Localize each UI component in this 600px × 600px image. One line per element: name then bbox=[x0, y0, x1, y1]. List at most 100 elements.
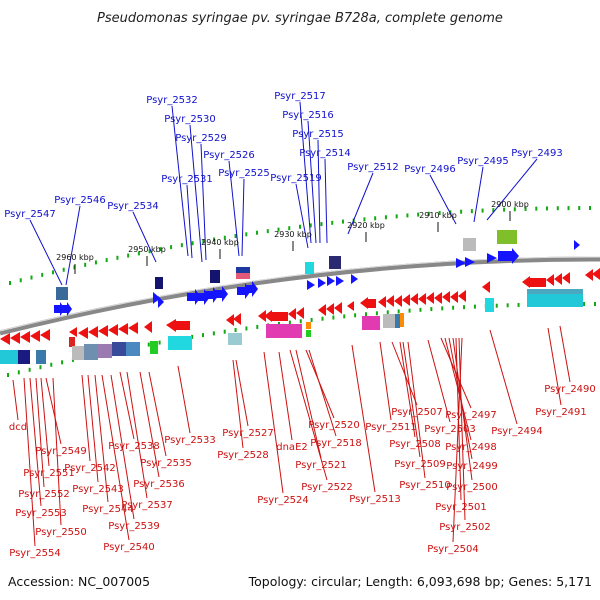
reverse-gene-arrow[interactable] bbox=[10, 332, 20, 344]
reverse-gene-label[interactable]: Psyr_2500 bbox=[446, 482, 498, 493]
forward-gene-arrow[interactable] bbox=[307, 280, 315, 290]
forward-gene-arrow[interactable] bbox=[62, 302, 72, 316]
reverse-gene-label[interactable]: Psyr_2520 bbox=[308, 420, 360, 431]
forward-gene-arrow[interactable] bbox=[246, 281, 258, 297]
reverse-gene-label[interactable]: Psyr_2491 bbox=[535, 407, 587, 418]
reverse-gene-block[interactable] bbox=[168, 336, 192, 350]
forward-gene-label[interactable]: Psyr_2514 bbox=[299, 148, 351, 159]
reverse-gene-label[interactable]: Psyr_2498 bbox=[445, 442, 497, 453]
forward-gene-label[interactable]: Psyr_2529 bbox=[175, 133, 227, 144]
reverse-gene-block[interactable] bbox=[306, 330, 311, 337]
reverse-gene-arrow[interactable] bbox=[78, 327, 88, 339]
reverse-gene-label[interactable]: Psyr_2509 bbox=[394, 459, 446, 470]
forward-gene-arrow[interactable] bbox=[318, 278, 326, 288]
forward-gene-arrow[interactable] bbox=[158, 296, 164, 308]
reverse-gene-block[interactable] bbox=[69, 337, 75, 347]
forward-gene-arrow[interactable] bbox=[456, 258, 466, 268]
reverse-gene-arrow[interactable] bbox=[378, 296, 386, 308]
forward-gene-label[interactable]: Psyr_2493 bbox=[511, 148, 563, 159]
reverse-gene-label[interactable]: Psyr_2501 bbox=[435, 502, 487, 513]
reverse-gene-block[interactable] bbox=[126, 342, 140, 356]
reverse-gene-arrow[interactable] bbox=[434, 292, 442, 304]
reverse-gene-arrow[interactable] bbox=[318, 304, 326, 316]
reverse-gene-label[interactable]: Psyr_2522 bbox=[301, 482, 353, 493]
reverse-gene-block[interactable] bbox=[36, 350, 46, 364]
reverse-gene-label[interactable]: Psyr_2543 bbox=[72, 484, 124, 495]
reverse-gene-block[interactable] bbox=[266, 324, 302, 338]
reverse-gene-label[interactable]: Psyr_2527 bbox=[222, 428, 274, 439]
reverse-gene-arrow[interactable] bbox=[98, 325, 108, 337]
forward-gene-block[interactable] bbox=[497, 230, 517, 244]
reverse-gene-label[interactable]: Psyr_2537 bbox=[121, 500, 173, 511]
reverse-gene-arrow[interactable] bbox=[30, 330, 40, 342]
forward-gene-label[interactable]: Psyr_2496 bbox=[404, 164, 456, 175]
reverse-gene-arrow[interactable] bbox=[69, 327, 77, 337]
forward-gene-label[interactable]: Psyr_2530 bbox=[164, 114, 216, 125]
forward-gene-arrow[interactable] bbox=[487, 253, 497, 263]
reverse-gene-label[interactable]: Psyr_2524 bbox=[257, 495, 309, 506]
reverse-gene-arrow[interactable] bbox=[296, 307, 304, 319]
reverse-gene-arrow[interactable] bbox=[347, 301, 354, 311]
forward-gene-block[interactable] bbox=[305, 262, 314, 274]
forward-gene-label[interactable]: Psyr_2547 bbox=[4, 209, 56, 220]
reverse-gene-label[interactable]: Psyr_2551 bbox=[23, 468, 75, 479]
reverse-gene-label[interactable]: Psyr_2502 bbox=[439, 522, 491, 533]
reverse-gene-label[interactable]: Psyr_2494 bbox=[491, 426, 543, 437]
forward-gene-label[interactable]: Psyr_2517 bbox=[274, 91, 326, 102]
reverse-gene-label[interactable]: Psyr_2536 bbox=[133, 479, 185, 490]
forward-gene-label[interactable]: Psyr_2532 bbox=[146, 95, 198, 106]
reverse-gene-arrow[interactable] bbox=[442, 291, 450, 303]
forward-gene-arrow[interactable] bbox=[336, 276, 344, 286]
reverse-gene-block[interactable] bbox=[228, 333, 242, 345]
reverse-gene-label[interactable]: Psyr_2513 bbox=[349, 494, 401, 505]
forward-gene-arrow[interactable] bbox=[327, 276, 335, 286]
reverse-gene-block[interactable] bbox=[112, 342, 126, 356]
reverse-gene-label[interactable]: Psyr_2521 bbox=[295, 460, 347, 471]
reverse-gene-arrow[interactable] bbox=[402, 294, 410, 306]
reverse-gene-label[interactable]: Psyr_2499 bbox=[446, 461, 498, 472]
reverse-gene-arrow[interactable] bbox=[226, 314, 234, 326]
reverse-gene-arrow[interactable] bbox=[144, 321, 152, 333]
reverse-gene-block[interactable] bbox=[150, 341, 158, 354]
reverse-gene-block[interactable] bbox=[98, 344, 112, 358]
forward-gene-block[interactable] bbox=[155, 277, 163, 289]
forward-gene-block[interactable] bbox=[236, 273, 250, 279]
reverse-gene-label[interactable]: Psyr_2504 bbox=[427, 544, 479, 555]
reverse-gene-label[interactable]: Psyr_2528 bbox=[217, 450, 269, 461]
reverse-gene-label[interactable]: Psyr_2510 bbox=[399, 480, 451, 491]
reverse-gene-arrow[interactable] bbox=[360, 297, 376, 309]
reverse-gene-arrow[interactable] bbox=[426, 292, 434, 304]
reverse-gene-arrow[interactable] bbox=[394, 295, 402, 307]
reverse-gene-block[interactable] bbox=[0, 350, 18, 364]
forward-gene-label[interactable]: Psyr_2512 bbox=[347, 162, 399, 173]
reverse-gene-block[interactable] bbox=[72, 346, 84, 360]
reverse-gene-arrow[interactable] bbox=[166, 319, 190, 332]
reverse-gene-arrow[interactable] bbox=[264, 310, 288, 322]
reverse-gene-block[interactable] bbox=[485, 298, 494, 312]
reverse-gene-arrow[interactable] bbox=[128, 322, 138, 334]
reverse-gene-label[interactable]: Psyr_2511 bbox=[365, 422, 417, 433]
reverse-gene-arrow[interactable] bbox=[562, 272, 570, 284]
reverse-gene-label[interactable]: Psyr_2497 bbox=[445, 410, 497, 421]
reverse-gene-label[interactable]: Psyr_2518 bbox=[310, 438, 362, 449]
reverse-gene-arrow[interactable] bbox=[585, 269, 593, 281]
reverse-gene-label[interactable]: Psyr_2554 bbox=[9, 548, 61, 559]
reverse-gene-arrow[interactable] bbox=[88, 326, 98, 338]
reverse-gene-label[interactable]: Psyr_2533 bbox=[164, 435, 216, 446]
forward-gene-label[interactable]: Psyr_2519 bbox=[270, 173, 322, 184]
reverse-gene-arrow[interactable] bbox=[288, 308, 296, 320]
forward-gene-arrow[interactable] bbox=[465, 257, 475, 267]
reverse-gene-arrow[interactable] bbox=[40, 329, 50, 341]
reverse-gene-label[interactable]: Psyr_2490 bbox=[544, 384, 596, 395]
reverse-gene-arrow[interactable] bbox=[410, 293, 418, 305]
forward-gene-arrow[interactable] bbox=[574, 240, 580, 250]
reverse-gene-block[interactable] bbox=[527, 289, 583, 294]
reverse-gene-label[interactable]: Psyr_2553 bbox=[15, 508, 67, 519]
reverse-gene-arrow[interactable] bbox=[326, 303, 334, 315]
reverse-gene-arrow[interactable] bbox=[592, 268, 600, 280]
reverse-gene-arrow[interactable] bbox=[546, 274, 554, 286]
forward-gene-arrow[interactable] bbox=[153, 292, 160, 304]
forward-gene-label[interactable]: Psyr_2516 bbox=[282, 110, 334, 121]
forward-gene-label[interactable]: Psyr_2526 bbox=[203, 150, 255, 161]
reverse-gene-arrow[interactable] bbox=[450, 291, 458, 303]
